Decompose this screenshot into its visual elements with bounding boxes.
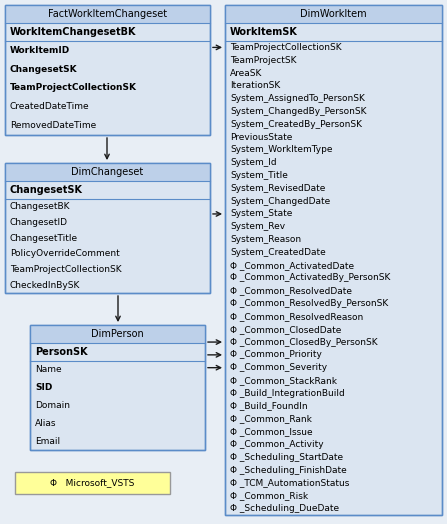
Text: Φ _Common_Risk: Φ _Common_Risk bbox=[230, 492, 308, 500]
Bar bbox=[225, 5, 442, 23]
Text: TeamProjectCollectionSK: TeamProjectCollectionSK bbox=[10, 265, 122, 274]
Bar bbox=[5, 163, 210, 293]
Text: Φ _Common_Issue: Φ _Common_Issue bbox=[230, 427, 312, 436]
Text: WorkItemSK: WorkItemSK bbox=[230, 27, 298, 37]
Text: Φ _Common_ResolvedReason: Φ _Common_ResolvedReason bbox=[230, 312, 363, 321]
Text: CheckedInBySK: CheckedInBySK bbox=[10, 281, 80, 290]
Text: DimWorkItem: DimWorkItem bbox=[300, 9, 367, 19]
Text: Φ _Common_ActivatedDate: Φ _Common_ActivatedDate bbox=[230, 260, 354, 270]
Text: Φ _Common_Rank: Φ _Common_Rank bbox=[230, 414, 312, 423]
Text: Φ _Common_ResolvedBy_PersonSK: Φ _Common_ResolvedBy_PersonSK bbox=[230, 299, 388, 308]
Text: ChangesetSK: ChangesetSK bbox=[10, 185, 83, 195]
Text: Φ _Common_Activity: Φ _Common_Activity bbox=[230, 440, 324, 449]
Text: WorkItemID: WorkItemID bbox=[10, 46, 70, 55]
Text: PolicyOverrideComment: PolicyOverrideComment bbox=[10, 249, 120, 258]
Bar bbox=[225, 5, 442, 515]
Text: Φ _Common_ClosedDate: Φ _Common_ClosedDate bbox=[230, 325, 342, 334]
Text: Email: Email bbox=[35, 436, 60, 445]
Bar bbox=[5, 163, 210, 293]
Text: Name: Name bbox=[35, 365, 62, 375]
Text: FactWorkItemChangeset: FactWorkItemChangeset bbox=[48, 9, 167, 19]
Text: Φ _Scheduling_FinishDate: Φ _Scheduling_FinishDate bbox=[230, 466, 347, 475]
Text: ChangesetSK: ChangesetSK bbox=[10, 64, 78, 74]
Text: Φ _TCM_AutomationStatus: Φ _TCM_AutomationStatus bbox=[230, 478, 350, 487]
Text: System_AssignedTo_PersonSK: System_AssignedTo_PersonSK bbox=[230, 94, 365, 103]
Text: IterationSK: IterationSK bbox=[230, 81, 280, 90]
Text: System_Id: System_Id bbox=[230, 158, 277, 167]
Text: ChangesetTitle: ChangesetTitle bbox=[10, 234, 78, 243]
Text: TeamProjectCollectionSK: TeamProjectCollectionSK bbox=[10, 83, 137, 93]
Text: PersonSK: PersonSK bbox=[35, 347, 88, 357]
Text: Domain: Domain bbox=[35, 401, 70, 410]
Text: Φ _Common_ActivatedBy_PersonSK: Φ _Common_ActivatedBy_PersonSK bbox=[230, 274, 390, 282]
Text: System_RevisedDate: System_RevisedDate bbox=[230, 184, 325, 193]
Bar bbox=[5, 163, 210, 181]
Text: System_State: System_State bbox=[230, 210, 292, 219]
Text: System_CreatedBy_PersonSK: System_CreatedBy_PersonSK bbox=[230, 120, 362, 129]
Bar bbox=[15, 472, 170, 494]
Text: System_WorkItemType: System_WorkItemType bbox=[230, 145, 333, 155]
Text: SID: SID bbox=[35, 383, 52, 392]
Text: Φ _Common_StackRank: Φ _Common_StackRank bbox=[230, 376, 337, 385]
Bar bbox=[5, 5, 210, 135]
Text: Φ _Build_IntegrationBuild: Φ _Build_IntegrationBuild bbox=[230, 389, 345, 398]
Text: Φ _Build_FoundIn: Φ _Build_FoundIn bbox=[230, 401, 308, 411]
Bar bbox=[30, 325, 205, 450]
Text: Φ _Common_ResolvedDate: Φ _Common_ResolvedDate bbox=[230, 286, 352, 296]
Text: Φ   Microsoft_VSTS: Φ Microsoft_VSTS bbox=[51, 478, 135, 487]
Text: Φ _Common_ClosedBy_PersonSK: Φ _Common_ClosedBy_PersonSK bbox=[230, 337, 378, 346]
Text: DimPerson: DimPerson bbox=[91, 329, 144, 339]
Text: System_Reason: System_Reason bbox=[230, 235, 301, 244]
Text: System_CreatedDate: System_CreatedDate bbox=[230, 248, 326, 257]
Text: Φ _Common_Priority: Φ _Common_Priority bbox=[230, 351, 322, 359]
Bar bbox=[30, 325, 205, 343]
Text: Φ _Common_Severity: Φ _Common_Severity bbox=[230, 363, 327, 372]
Text: ChangesetBK: ChangesetBK bbox=[10, 202, 71, 211]
Text: AreaSK: AreaSK bbox=[230, 69, 262, 78]
Text: CreatedDateTime: CreatedDateTime bbox=[10, 102, 90, 111]
Bar bbox=[225, 5, 442, 515]
Text: TeamProjectCollectionSK: TeamProjectCollectionSK bbox=[230, 43, 342, 52]
Text: System_ChangedBy_PersonSK: System_ChangedBy_PersonSK bbox=[230, 107, 367, 116]
Bar bbox=[5, 5, 210, 135]
Text: RemovedDateTime: RemovedDateTime bbox=[10, 121, 96, 130]
Text: PreviousState: PreviousState bbox=[230, 133, 292, 141]
Text: DimChangeset: DimChangeset bbox=[72, 167, 143, 177]
Text: Φ _Scheduling_DueDate: Φ _Scheduling_DueDate bbox=[230, 504, 339, 513]
Text: TeamProjectSK: TeamProjectSK bbox=[230, 56, 296, 65]
Text: System_Title: System_Title bbox=[230, 171, 288, 180]
Text: Φ _Scheduling_StartDate: Φ _Scheduling_StartDate bbox=[230, 453, 343, 462]
Bar bbox=[30, 325, 205, 450]
Text: ChangesetID: ChangesetID bbox=[10, 218, 68, 227]
Text: WorkItemChangesetBK: WorkItemChangesetBK bbox=[10, 27, 136, 37]
Text: System_Rev: System_Rev bbox=[230, 222, 285, 231]
Text: Alias: Alias bbox=[35, 419, 56, 428]
Bar bbox=[5, 5, 210, 23]
Text: System_ChangedDate: System_ChangedDate bbox=[230, 196, 330, 205]
